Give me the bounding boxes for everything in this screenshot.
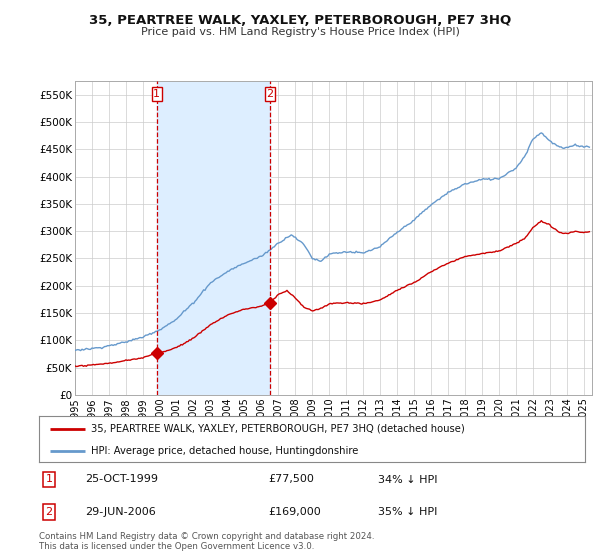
- Text: Contains HM Land Registry data © Crown copyright and database right 2024.
This d: Contains HM Land Registry data © Crown c…: [39, 532, 374, 552]
- Text: 29-JUN-2006: 29-JUN-2006: [85, 507, 156, 517]
- Text: £169,000: £169,000: [268, 507, 321, 517]
- Text: £77,500: £77,500: [268, 474, 314, 484]
- Text: 35, PEARTREE WALK, YAXLEY, PETERBOROUGH, PE7 3HQ: 35, PEARTREE WALK, YAXLEY, PETERBOROUGH,…: [89, 14, 511, 27]
- Text: 35, PEARTREE WALK, YAXLEY, PETERBOROUGH, PE7 3HQ (detached house): 35, PEARTREE WALK, YAXLEY, PETERBOROUGH,…: [91, 424, 464, 434]
- Text: 2: 2: [266, 89, 274, 99]
- Text: 35% ↓ HPI: 35% ↓ HPI: [377, 507, 437, 517]
- Text: 1: 1: [46, 474, 53, 484]
- Text: 34% ↓ HPI: 34% ↓ HPI: [377, 474, 437, 484]
- Text: 1: 1: [153, 89, 160, 99]
- Text: 2: 2: [46, 507, 53, 517]
- Text: HPI: Average price, detached house, Huntingdonshire: HPI: Average price, detached house, Hunt…: [91, 446, 358, 456]
- Bar: [157, 81, 270, 395]
- Text: 25-OCT-1999: 25-OCT-1999: [85, 474, 158, 484]
- Text: Price paid vs. HM Land Registry's House Price Index (HPI): Price paid vs. HM Land Registry's House …: [140, 27, 460, 37]
